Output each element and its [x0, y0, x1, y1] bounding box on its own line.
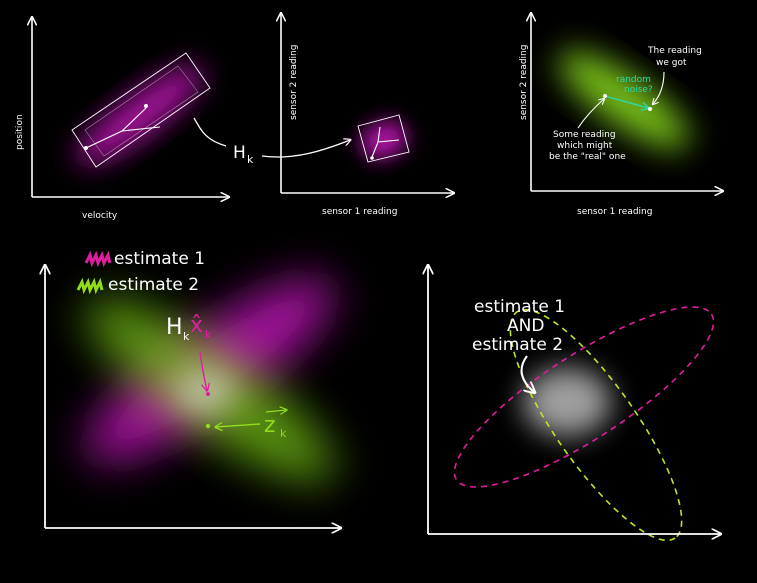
panel3-ylabel: sensor 2 reading: [519, 45, 529, 120]
transform-k: k: [247, 153, 254, 166]
z-sub: k: [280, 427, 287, 440]
h-label: H: [166, 315, 183, 340]
curve-arrow-right: [261, 140, 350, 158]
legend: estimate 1 estimate 2: [76, 249, 205, 295]
real-reading-pointer: [577, 99, 604, 129]
panel2-ylabel: sensor 2 reading: [289, 45, 299, 120]
panel1-xlabel: velocity: [82, 211, 118, 221]
noise-label-2: noise?: [624, 85, 653, 95]
panel-two-estimates: estimate 1 estimate 2 H k x̂ k z k: [45, 249, 356, 528]
overlap-blob: [175, 370, 235, 414]
real-line-2: which might: [557, 141, 613, 151]
panel-state-space: position velocity: [15, 18, 228, 221]
panel-sensor-noise: random noise? The reading we got Some re…: [519, 14, 722, 217]
combined-line-2: AND: [507, 316, 544, 336]
reading-got-pointer: [653, 71, 665, 104]
panel2-xlabel: sensor 1 reading: [322, 207, 397, 217]
xhat-pointer: [199, 351, 207, 390]
combined-line-1: estimate 1: [474, 297, 565, 317]
panel-sensor-space: sensor 2 reading sensor 1 reading: [281, 14, 453, 217]
curve-arrow-left: [193, 117, 227, 147]
sensor-box: [357, 114, 410, 163]
noise-arrow: [604, 95, 648, 108]
panel3-xlabel: sensor 1 reading: [577, 207, 652, 217]
legend-estimate1: estimate 1: [114, 249, 205, 269]
noise-label-1: random: [616, 75, 651, 85]
uncertainty-vectors: [85, 107, 161, 149]
xhat-label: x̂: [190, 313, 203, 338]
combined-line-3: estimate 2: [472, 335, 563, 355]
reading-got-2: we got: [656, 58, 687, 68]
z-pointer: [216, 424, 261, 427]
sensor-blob: [360, 121, 408, 159]
real-line-3: be the "real" one: [549, 152, 626, 162]
z-vector-arrow: [265, 410, 286, 412]
covariance-box: [71, 52, 211, 168]
sensor-vectors: [371, 126, 400, 158]
transform-arrow: H k: [193, 117, 350, 166]
legend-swatch-magenta: [84, 250, 112, 268]
h-sub: k: [183, 330, 190, 343]
transform-h: H: [233, 143, 246, 163]
noise-blob: [558, 51, 690, 149]
estimate1-contour: [453, 306, 715, 488]
reading-got-1: The reading: [647, 46, 702, 56]
z-label: z: [264, 413, 276, 438]
covariance-box-inner: [84, 65, 199, 157]
xhat-sub: k: [205, 328, 212, 341]
legend-swatch-green: [76, 277, 104, 295]
combined-blob: [523, 368, 611, 436]
panel1-ylabel: position: [15, 114, 25, 150]
panel-combined: estimate 1 AND estimate 2: [428, 266, 734, 542]
real-line-1: Some reading: [553, 130, 616, 140]
state-blob: [76, 65, 204, 165]
legend-estimate2: estimate 2: [108, 275, 199, 295]
combined-pointer: [520, 355, 534, 392]
